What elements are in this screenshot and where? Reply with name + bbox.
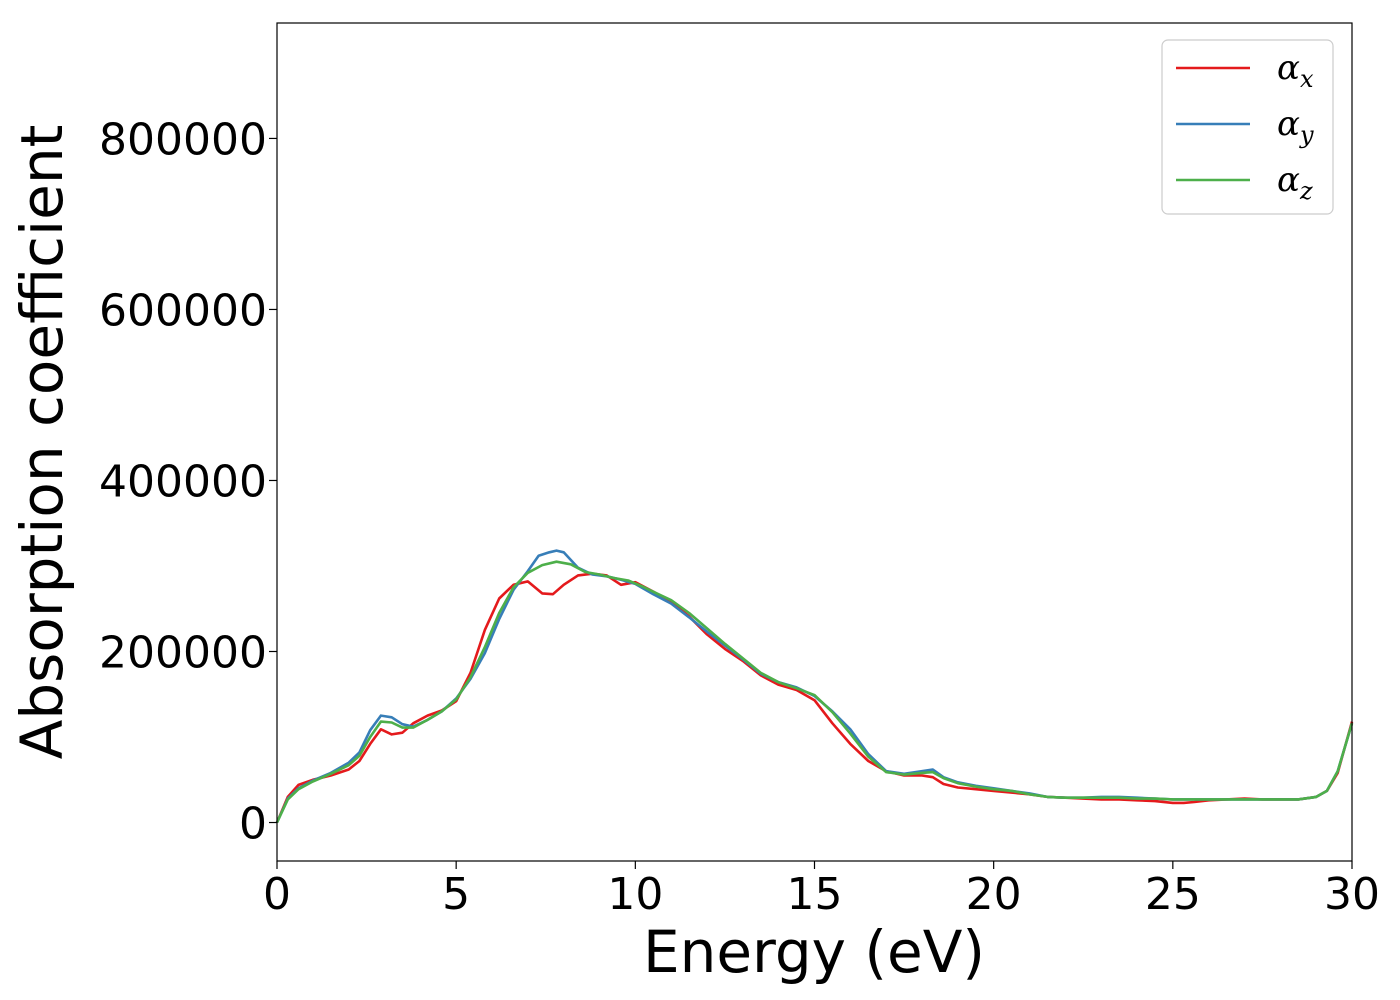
y-axis-label: Absorption coefficient [8, 125, 76, 760]
y-tick-label: 800000 [99, 114, 267, 165]
x-tick-label: 20 [966, 869, 1022, 920]
y-tick-label: 400000 [99, 456, 267, 507]
x-tick-label: 30 [1324, 869, 1380, 920]
x-tick-label: 5 [442, 869, 470, 920]
legend-label-y: αy [1277, 104, 1314, 149]
series-layer [275, 549, 1354, 824]
x-axis-ticks: 0 5 10 15 20 25 30 [263, 861, 1380, 920]
x-axis-label: Energy (eV) [643, 918, 985, 986]
series-line-x [275, 572, 1354, 824]
legend: αx αy αz [1161, 39, 1334, 215]
y-tick-label: 600000 [99, 285, 267, 336]
x-tick-label: 15 [787, 869, 843, 920]
x-tick-label: 10 [607, 869, 663, 920]
y-tick-label: 0 [239, 799, 267, 850]
series-line-z [275, 560, 1354, 824]
legend-label-x: αx [1277, 48, 1314, 93]
y-axis-ticks: 0 200000 400000 600000 800000 [99, 114, 277, 850]
legend-label-z: αz [1277, 160, 1313, 205]
y-tick-label: 200000 [99, 628, 267, 679]
x-tick-label: 25 [1145, 869, 1201, 920]
x-tick-label: 0 [263, 869, 291, 920]
legend-box [1161, 39, 1334, 215]
